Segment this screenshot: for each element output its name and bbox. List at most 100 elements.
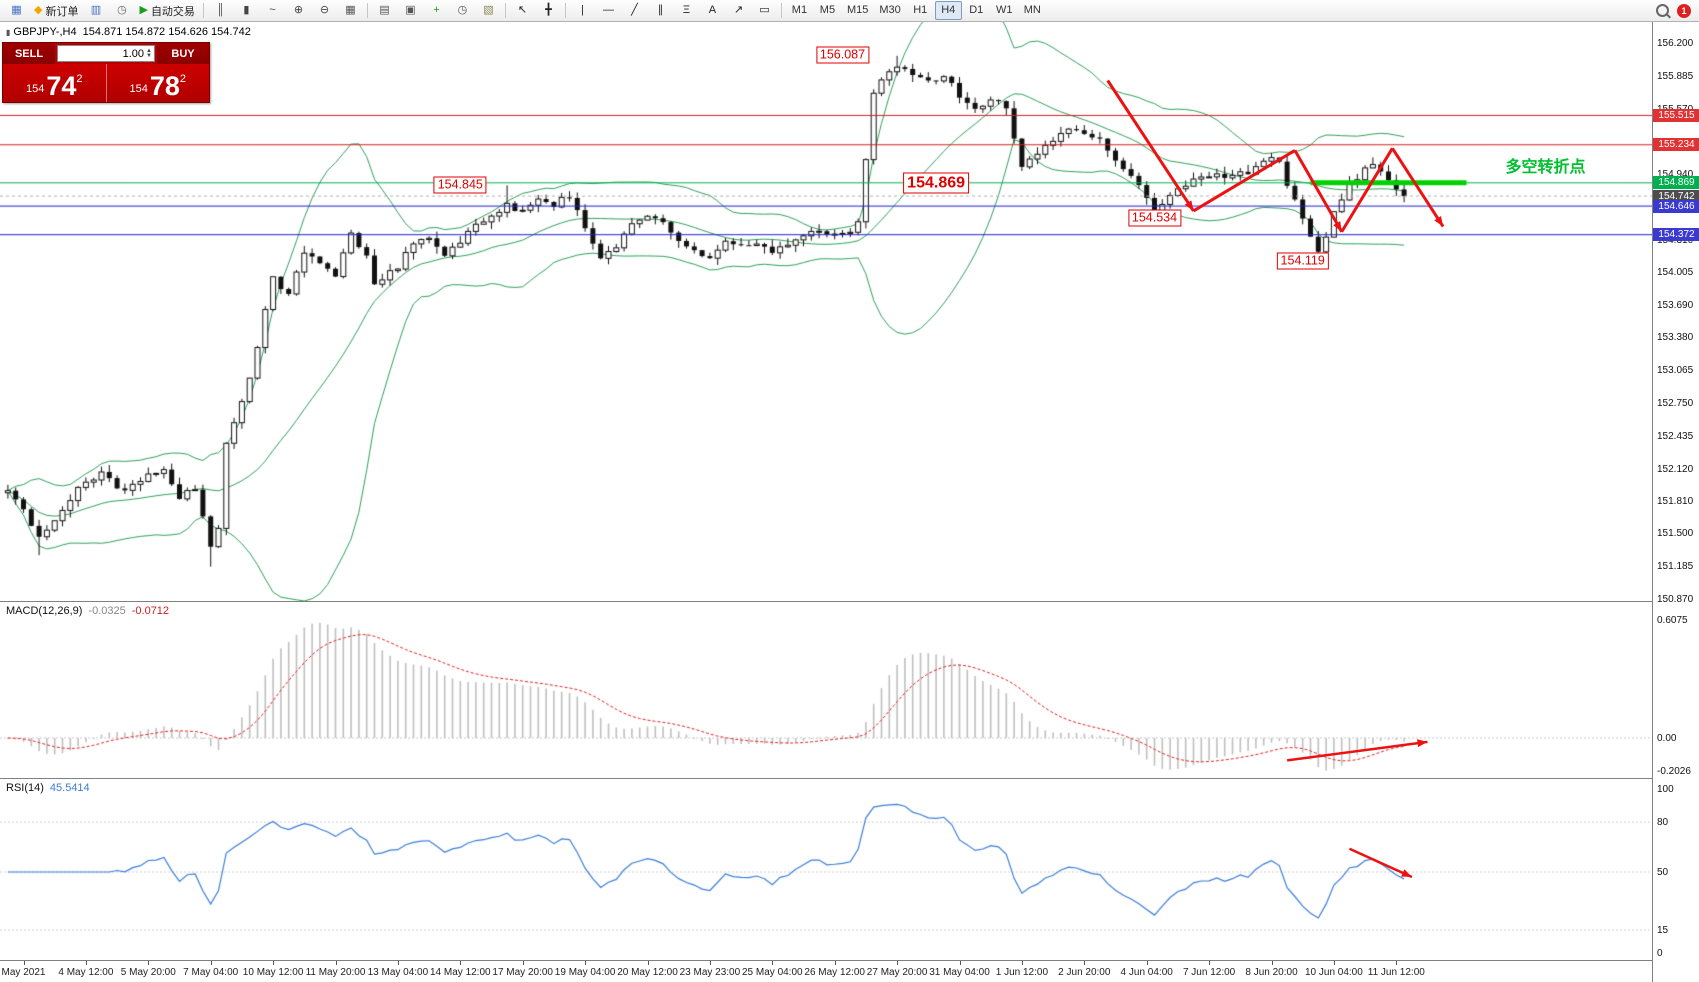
sell-button[interactable]: SELL xyxy=(3,43,55,64)
time-axis-label: 10 May 12:00 xyxy=(242,967,304,978)
time-axis-label: 26 May 12:00 xyxy=(804,967,865,978)
periods-button[interactable]: ◷ xyxy=(457,4,468,16)
charts-list-button[interactable]: ▤ xyxy=(379,4,390,16)
data-window-button[interactable]: ▣ xyxy=(405,4,416,16)
time-axis-label: 11 May 20:00 xyxy=(305,967,366,978)
candlestick-type-button[interactable]: ▮ xyxy=(243,4,250,16)
market-watch-button[interactable]: ▥ xyxy=(90,4,102,16)
time-axis-label: 2 Jun 20:00 xyxy=(1058,967,1111,978)
price-axis-label: 152.120 xyxy=(1657,463,1694,475)
symbol-period-label: GBPJPY-,H4 xyxy=(13,26,77,38)
tf-m30-button[interactable]: M30 xyxy=(879,4,901,16)
templates-button[interactable]: ▧ xyxy=(483,4,494,16)
add-indicator-button[interactable]: + xyxy=(433,4,440,16)
bar-chart-type-button[interactable]: ║ xyxy=(216,4,225,16)
line-chart-type-button[interactable]: ~ xyxy=(269,4,276,16)
toolbar-separator xyxy=(366,3,368,18)
price-axis-label: 153.690 xyxy=(1657,299,1694,311)
rsi-axis-label: 80 xyxy=(1657,817,1669,829)
time-axis-label: May 2021 xyxy=(1,967,46,978)
time-axis-tick xyxy=(1084,961,1086,965)
time-axis-tick xyxy=(335,961,337,965)
cursor-button[interactable]: ↖ xyxy=(517,4,528,16)
time-axis-tick xyxy=(85,961,87,965)
arrows-tool-button[interactable]: ↗ xyxy=(733,4,744,16)
macd-axis-label: 0.6075 xyxy=(1657,614,1688,626)
tf-m1-button[interactable]: M1 xyxy=(791,4,808,16)
time-axis-label: 5 May 20:00 xyxy=(120,967,176,978)
tile-windows-button[interactable]: ▦ xyxy=(345,4,356,16)
volume-spinner[interactable]: ▲ ▼ xyxy=(146,47,152,59)
time-axis-tick xyxy=(959,961,961,965)
time-axis-tick xyxy=(210,961,212,965)
time-axis-label: 25 May 04:00 xyxy=(741,967,803,978)
rsi-indicator-label: RSI(14) 45.5414 xyxy=(6,782,90,794)
time-axis-label: 20 May 12:00 xyxy=(617,967,678,978)
history-center-button[interactable]: ◷ xyxy=(117,4,127,16)
channel-button[interactable]: ∥ xyxy=(657,4,664,16)
volume-input[interactable]: 1.00 ▲ ▼ xyxy=(57,45,155,62)
time-axis-tick xyxy=(1333,961,1335,965)
time-axis-label: 14 May 12:00 xyxy=(429,967,491,978)
tf-m5-button[interactable]: M5 xyxy=(819,4,836,16)
crosshair-button[interactable]: ╋ xyxy=(545,4,552,16)
bid-price-button[interactable]: 154 74 2 xyxy=(3,64,107,102)
price-annotation[interactable]: 154.869 xyxy=(903,172,970,194)
rsi-panel-canvas[interactable] xyxy=(0,779,1652,960)
new-chart-button[interactable]: ▦ xyxy=(11,4,22,16)
zoom-out-button[interactable]: ⊖ xyxy=(319,4,330,16)
price-annotation[interactable]: 154.119 xyxy=(1276,252,1329,270)
shapes-button[interactable]: ▭ xyxy=(759,4,770,16)
toolbar-separator xyxy=(780,3,782,18)
trendline-button[interactable]: ╱ xyxy=(631,4,638,16)
price-axis-label: 151.185 xyxy=(1657,561,1694,573)
time-axis-tick xyxy=(460,961,462,965)
time-axis-tick xyxy=(772,961,774,965)
tf-mn-button[interactable]: MN xyxy=(1023,4,1041,16)
new-order-button[interactable]: ◆ 新订单 xyxy=(34,4,79,18)
fibonacci-button[interactable]: Ξ xyxy=(682,4,691,16)
price-annotation[interactable]: 154.845 xyxy=(433,176,487,194)
tf-h1-button[interactable]: H1 xyxy=(913,4,928,16)
time-axis-tick xyxy=(397,961,399,965)
tf-d1-button[interactable]: D1 xyxy=(969,4,984,16)
price-axis[interactable]: 156.200155.885155.570155.255154.940154.6… xyxy=(1652,21,1699,982)
macd-panel-canvas[interactable] xyxy=(0,602,1652,778)
tf-m15-button[interactable]: M15 xyxy=(846,4,869,16)
time-axis-tick xyxy=(522,961,524,965)
buy-button[interactable]: BUY xyxy=(157,43,209,64)
time-axis-label: 27 May 20:00 xyxy=(866,967,928,978)
price-annotation[interactable]: 154.534 xyxy=(1127,209,1182,227)
price-axis-label: 152.750 xyxy=(1657,397,1694,409)
time-axis-label: 7 May 04:00 xyxy=(183,967,239,978)
price-annotation[interactable]: 156.087 xyxy=(815,46,870,64)
search-icon[interactable] xyxy=(1656,4,1669,17)
price-axis-label: 155.885 xyxy=(1657,70,1694,82)
toolbar-separator xyxy=(202,3,204,18)
tf-w1-button[interactable]: W1 xyxy=(996,4,1013,16)
time-axis-label: 8 Jun 20:00 xyxy=(1245,967,1298,978)
notification-badge[interactable]: 1 xyxy=(1677,3,1691,18)
macd-panel-separator[interactable] xyxy=(0,601,1699,602)
zoom-in-button[interactable]: ⊕ xyxy=(293,4,304,16)
price-axis-label: 153.380 xyxy=(1657,332,1694,344)
price-axis-label: 152.435 xyxy=(1657,430,1694,442)
price-badge: 155.515 xyxy=(1653,108,1699,122)
toolbar-separator xyxy=(564,3,566,18)
symbol-icon: ▮ xyxy=(6,28,11,37)
turning-point-note[interactable]: 多空转折点 xyxy=(1505,159,1586,176)
tf-h4-button[interactable]: H4 xyxy=(934,1,962,20)
vertical-line-button[interactable]: | xyxy=(581,4,584,16)
horizontal-line-button[interactable]: — xyxy=(602,4,614,16)
price-chart-canvas[interactable] xyxy=(0,21,1652,601)
text-button[interactable]: A xyxy=(708,4,717,16)
rsi-axis-label: 50 xyxy=(1657,867,1669,878)
autotrading-button[interactable]: ▶ 自动交易 xyxy=(139,4,195,18)
time-axis[interactable]: May 2021 4 May 12:00 5 May 20:00 7 May 04:0… xyxy=(0,961,1652,982)
ask-price-button[interactable]: 154 78 2 xyxy=(129,71,187,101)
rsi-panel-separator[interactable] xyxy=(0,778,1699,779)
price-axis-label: 151.500 xyxy=(1657,528,1694,540)
time-axis-separator xyxy=(0,960,1699,961)
time-axis-label: 4 Jun 04:00 xyxy=(1120,967,1173,978)
